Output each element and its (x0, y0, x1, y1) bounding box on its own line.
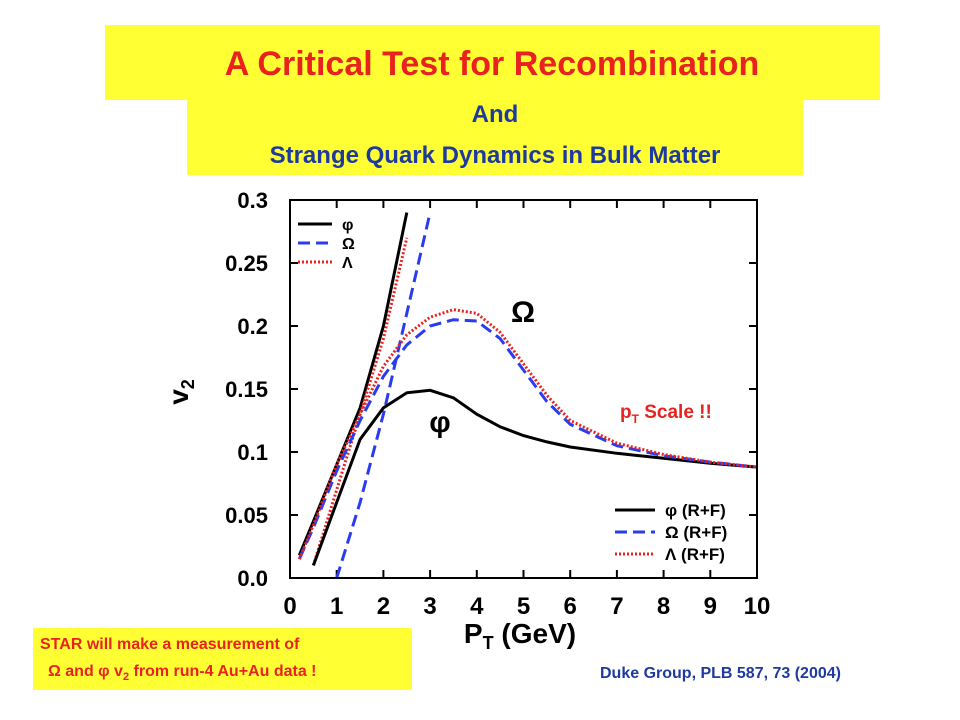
x-axis-label: PT (GeV) (464, 618, 576, 653)
annotation-rest: Scale !! (639, 402, 712, 423)
y-tick-label: 0.05 (225, 503, 268, 528)
plot: 0.00.050.10.150.20.250.30 1 2 3 4 5 6 7 8 9 10φΩΛφ… (225, 188, 770, 620)
plot-frame (289, 199, 758, 579)
x-tick-label: 5 (517, 593, 530, 620)
x-axis-label-rest: (GeV) (494, 618, 576, 649)
annotation-main: p (620, 402, 632, 423)
annotation: φ (429, 406, 450, 439)
x-tick-label: 4 (470, 593, 484, 620)
x-axis-label-sub: T (483, 633, 494, 653)
note-text: Ω and φ v (48, 663, 123, 680)
series-line (311, 388, 758, 566)
x-tick-label: 3 (423, 593, 436, 620)
annotation: pT Scale !! (620, 402, 712, 426)
note-rest: from run-4 Au+Au data ! (129, 663, 316, 680)
legend-label: φ (R+F) (665, 501, 726, 520)
x-tick-label: 0 (283, 593, 296, 620)
slide-title: A Critical Test for Recombination (225, 45, 760, 83)
y-tick-label: 0.25 (225, 251, 268, 276)
annotation-sub: T (632, 412, 640, 426)
subtitle-line: Strange Quark Dynamics in Bulk Matter (270, 142, 721, 169)
note-line: Ω and φ v2 from run-4 Au+Au data ! (48, 663, 317, 683)
legend-label: Λ (342, 255, 353, 272)
x-axis-label-main: P (464, 618, 483, 649)
note-sub: 2 (123, 671, 129, 683)
y-axis-label-sub: 2 (178, 379, 198, 389)
legend-label: Ω (R+F) (665, 523, 727, 542)
y-tick-label: 0.1 (237, 440, 268, 465)
x-tick-label: 10 (744, 593, 771, 620)
legend-label: Λ (R+F) (665, 545, 725, 564)
x-tick-label: 2 (377, 593, 390, 620)
legend-label: φ (342, 217, 353, 234)
annotation: Ω (511, 296, 535, 329)
note-box (33, 628, 412, 690)
y-axis-label: v2 (163, 379, 198, 405)
y-tick-label: 0.15 (225, 377, 268, 402)
x-tick-label: 1 (330, 593, 343, 620)
citation: Duke Group, PLB 587, 73 (2004) (600, 665, 841, 682)
x-tick-label: 9 (704, 593, 717, 620)
subtitle-box (187, 98, 803, 175)
note-line: STAR will make a measurement of (40, 636, 300, 653)
y-tick-label: 0.2 (237, 314, 268, 339)
subtitle-line: And (472, 101, 519, 128)
series-line (297, 318, 758, 560)
y-tick-label: 0.3 (237, 188, 268, 213)
legend-label: Ω (342, 236, 355, 253)
y-tick-label: 0.0 (237, 566, 268, 591)
x-tick-label: 7 (610, 593, 623, 620)
y-axis-label-main: v (163, 389, 194, 405)
series-line (297, 308, 758, 560)
series-line (311, 237, 409, 566)
x-tick-label: 6 (564, 593, 577, 620)
series-line (335, 212, 432, 579)
title-box (105, 25, 880, 100)
x-tick-label: 8 (657, 593, 670, 620)
